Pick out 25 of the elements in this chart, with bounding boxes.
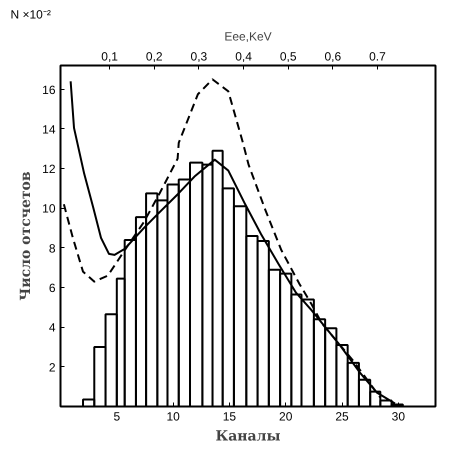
x-tick-label: 30 (392, 410, 406, 424)
y-tick-label: 2 (48, 360, 56, 374)
x-tick-label: 10 (166, 410, 180, 424)
x2-tick-label: 0.7 (369, 50, 386, 64)
y-tick-label: 10 (42, 202, 56, 216)
x-tick-label: 5 (113, 410, 120, 424)
x2-tick-label: 0,3 (190, 50, 208, 64)
x-tick-label: 15 (222, 410, 236, 424)
y-tick-label: 12 (42, 162, 56, 176)
x2-axis-title: Eee,KeV (224, 30, 272, 44)
y-tick-label: 4 (48, 320, 56, 335)
x2-tick-label: 0,2 (146, 50, 163, 64)
y-axis-title: Число отсчетов (18, 171, 34, 301)
x2-tick-label: 0,5 (280, 50, 297, 64)
x2-tick-label: 0,4 (235, 50, 252, 64)
y-tick-label: 8 (48, 241, 56, 256)
y-tick-label: 6 (48, 281, 56, 296)
x-tick-label: 25 (335, 410, 350, 424)
x-axis-title: Каналы (215, 428, 281, 444)
y-tick-label: 14 (42, 122, 56, 136)
x-tick-label: 20 (279, 410, 293, 424)
text: N ×10⁻² (10, 8, 51, 22)
x2-tick-label: 0,6 (324, 50, 342, 64)
y-tick-label: 16 (42, 82, 56, 97)
x2-tick-label: 0,1 (101, 50, 118, 64)
